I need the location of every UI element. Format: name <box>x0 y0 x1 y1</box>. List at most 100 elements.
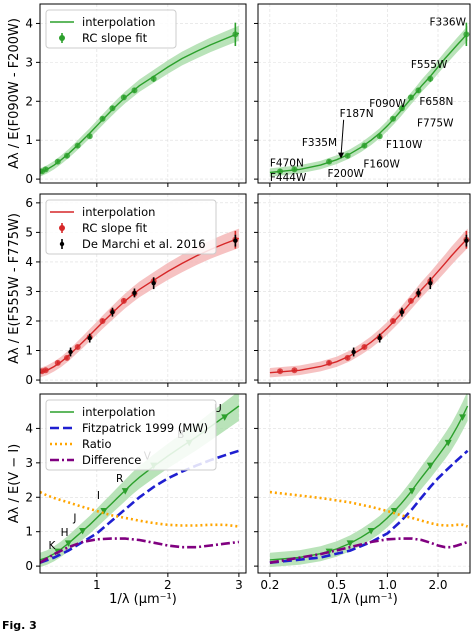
legend-swatch <box>59 241 65 247</box>
data-point <box>361 142 368 149</box>
x-tick-label: 2 <box>164 578 172 592</box>
data-point <box>390 317 397 324</box>
annotation-label: J <box>72 512 76 524</box>
legend-label: Ratio <box>82 437 112 451</box>
data-point <box>63 152 70 159</box>
data-point <box>377 335 382 341</box>
data-point <box>277 168 284 175</box>
y-tick-label: 0 <box>25 172 33 186</box>
legend: interpolation RC slope fit De Marchi et al… <box>45 199 217 255</box>
y-tick-label: 1 <box>25 525 33 539</box>
annotation-label: F335M <box>302 137 337 149</box>
data-point <box>277 368 284 375</box>
photometric-band-point <box>408 488 416 495</box>
y-tick-label: 4 <box>25 255 33 269</box>
panel-top-left: 0 1 2 3 4Aλ / E(F090W - F200W) interpolation R… <box>7 3 247 187</box>
data-point <box>74 343 81 350</box>
data-point <box>42 367 49 374</box>
data-point <box>428 280 433 286</box>
photometric-band-point <box>79 528 87 535</box>
axes-frame <box>39 3 247 184</box>
data-point <box>361 343 368 350</box>
x-tick-label: 1 <box>93 578 101 592</box>
annotation-label: R <box>116 473 123 485</box>
data-point <box>99 317 106 324</box>
x-tick-label: 3 <box>235 578 243 592</box>
legend-swatch <box>59 35 65 41</box>
photometric-band-point <box>325 548 333 556</box>
axes-frame <box>39 393 247 574</box>
data-point <box>233 238 238 243</box>
panel-bottom-left: KHJIRVBU12301234Aλ / E(V − I)interpolati… <box>7 393 247 592</box>
plot-area <box>269 394 469 568</box>
data-point <box>132 290 137 296</box>
data-point <box>63 354 70 361</box>
data-point <box>87 335 92 341</box>
x-axis-label-right: 1/λ (μm⁻¹) <box>330 592 398 607</box>
data-point <box>407 297 414 304</box>
y-tick-label: 5 <box>25 225 33 239</box>
annotation-label: F187N <box>340 108 374 120</box>
y-tick-label: 2 <box>25 314 33 328</box>
confidence-band <box>269 25 468 177</box>
data-point <box>54 158 61 165</box>
legend-box <box>45 199 217 255</box>
x-tick-label: 1.0 <box>378 578 397 592</box>
data-point <box>131 87 138 94</box>
annotation-label: I <box>97 490 100 502</box>
y-tick-label: 0 <box>25 559 33 573</box>
legend-label: interpolation <box>82 405 155 419</box>
y-tick-label: 1 <box>25 133 33 147</box>
y-axis-label: Aλ / E(V − I) <box>7 444 22 523</box>
data-point <box>120 297 127 304</box>
y-tick-label: 6 <box>25 196 33 210</box>
annotation-label: H <box>61 527 69 539</box>
annotation-arrowhead <box>338 152 345 159</box>
annotation-label: F658N <box>419 96 453 108</box>
caption-fragment: Fig. 3 <box>2 619 37 632</box>
data-point <box>407 94 414 101</box>
photometric-band-point <box>459 414 467 421</box>
photometric-band-point <box>121 488 129 495</box>
plot-area <box>40 22 240 177</box>
y-tick-label: 3 <box>25 284 33 298</box>
annotation-label: F110W <box>386 139 423 151</box>
legend-box <box>45 399 217 471</box>
data-point <box>344 354 351 361</box>
legend-box <box>45 9 177 49</box>
panel-mid-left: 0 1 2 3 4 5 6Aλ / E(F555W - F775W) interpolatio… <box>7 193 247 387</box>
legend-label: RC slope fit <box>82 221 148 235</box>
y-tick-label: 4 <box>25 16 33 30</box>
legend-label: RC slope fit <box>82 31 148 45</box>
data-point <box>376 133 383 140</box>
data-point <box>344 152 351 159</box>
data-point <box>120 94 127 101</box>
annotation-label: F470N <box>270 158 304 170</box>
annotation-label: K <box>49 540 57 552</box>
data-point <box>390 115 397 122</box>
photometric-band-point <box>390 508 398 515</box>
panel-bottom-right: 0.2 0.5 1.0 2.0 <box>254 393 471 592</box>
y-tick-label: 1 <box>25 344 33 358</box>
data-point <box>464 238 469 243</box>
panel-mid-right <box>254 193 471 387</box>
ratio-line <box>40 490 240 528</box>
difference-line <box>269 537 469 564</box>
y-tick-label: 2 <box>25 94 33 108</box>
y-axis-label: Aλ / E(F090W - F200W) <box>7 18 22 169</box>
data-point <box>399 309 405 315</box>
data-point <box>151 280 156 286</box>
data-point <box>416 290 421 296</box>
data-point <box>326 158 333 165</box>
legend-label: interpolation <box>82 205 155 219</box>
photometric-band-point <box>426 462 434 470</box>
plot-area <box>40 228 240 378</box>
annotation-label: F160W <box>363 158 400 170</box>
y-tick-label: 3 <box>25 456 33 470</box>
legend-label: interpolation <box>82 15 155 29</box>
data-point <box>74 142 81 149</box>
interpolation-line <box>40 32 240 174</box>
data-point <box>110 309 115 315</box>
